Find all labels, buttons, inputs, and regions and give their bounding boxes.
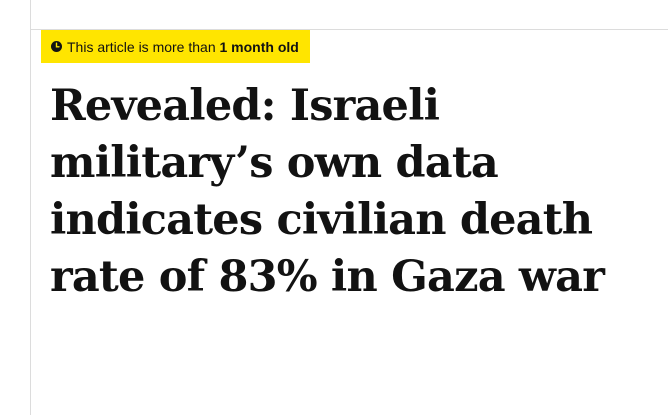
clock-icon [51,41,62,52]
article-age-value: 1 month old [219,38,299,55]
article-age-warning: This article is more than 1 month old [41,30,310,63]
left-divider [30,0,31,415]
article-age-prefix: This article is more than [67,38,216,55]
top-divider [30,29,668,30]
article-headline: Revealed: Israeli military’s own data in… [50,81,605,302]
